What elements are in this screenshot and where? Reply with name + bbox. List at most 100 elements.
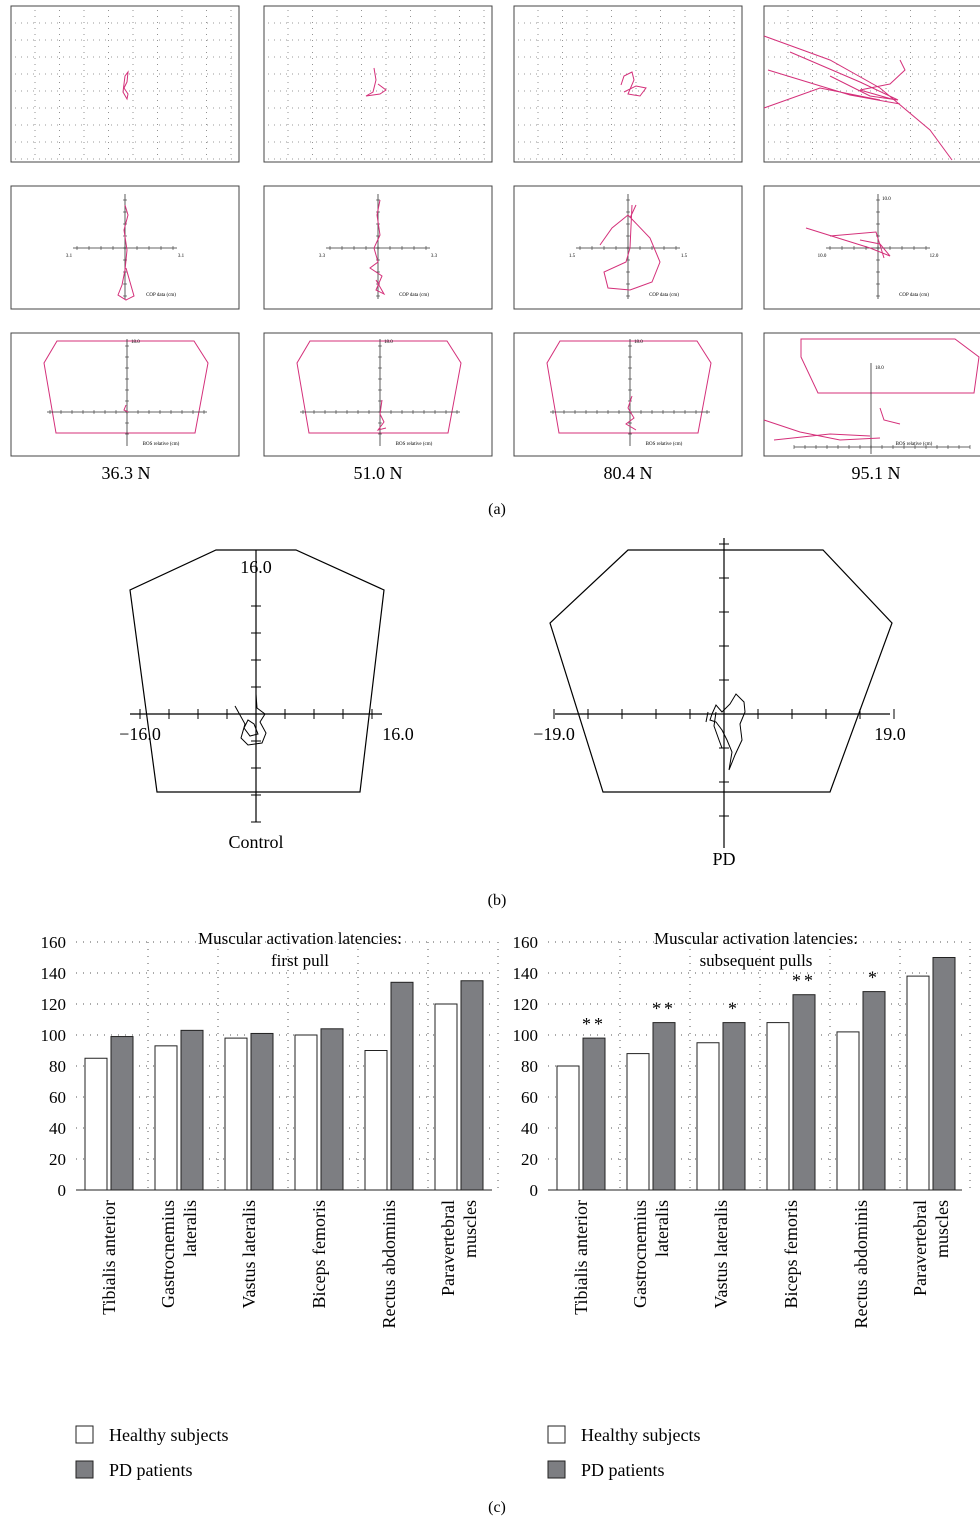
bar-healthy [556, 1065, 580, 1191]
bar-pd [390, 981, 414, 1191]
category-label: Tibialis anterior [99, 1200, 119, 1315]
bar-pd [180, 1029, 204, 1191]
control-name: Control [228, 832, 283, 852]
significance-marker: * [728, 999, 740, 1019]
y-tick-label: 160 [41, 933, 67, 952]
bar-pd [652, 1022, 676, 1191]
base-of-support-polygon [296, 340, 462, 434]
category-label: Vastus lateralis [711, 1200, 731, 1308]
cop-trace [599, 204, 661, 291]
force-label: 95.1 N [852, 463, 901, 483]
legend-swatch-healthy [547, 1425, 566, 1444]
axis-label: COP data (cm) [649, 293, 679, 298]
axis-label: BOS relative (cm) [896, 442, 933, 447]
category-label: Gastrocnemius [158, 1200, 178, 1308]
legend-label: PD patients [109, 1460, 193, 1480]
thumbnail-frame [763, 185, 980, 310]
base-of-support-polygon [129, 549, 385, 793]
bar-healthy [364, 1050, 388, 1191]
cop-trace [122, 70, 129, 101]
base-of-support-polygon [546, 340, 712, 434]
bar-chart-subsequent-pulls: Muscular activation latencies: subsequent… [513, 929, 971, 1480]
base-of-support-polygon [800, 338, 980, 394]
tick-label: 18.0 [131, 340, 140, 345]
y-tick-label: 40 [49, 1119, 66, 1138]
tick-label: 1.5 [681, 254, 688, 259]
category-label: Gastrocnemius [630, 1200, 650, 1308]
cop-trace [763, 35, 953, 161]
bar-healthy [836, 1031, 860, 1191]
y-tick-label: 60 [521, 1088, 538, 1107]
axis-label: COP data (cm) [146, 293, 176, 298]
bar-healthy [154, 1045, 178, 1191]
significance-marker: * [868, 968, 880, 988]
category-label: Biceps femoris [309, 1200, 329, 1308]
force-label: 36.3 N [102, 463, 151, 483]
bos-trace [123, 404, 129, 413]
bar-healthy [626, 1053, 650, 1191]
legend-label: Healthy subjects [581, 1425, 700, 1445]
panel-a-label: (a) [488, 501, 506, 518]
category-label: lateralis [180, 1200, 200, 1257]
axis-ticks [139, 605, 373, 823]
bar-chart-first-pull: Muscular activation latencies: first pull… [41, 929, 499, 1480]
panel-b-label: (b) [488, 892, 507, 909]
control-left-label: −16.0 [119, 724, 161, 744]
tick-label: 3.1 [66, 254, 73, 259]
cop-trace [234, 693, 267, 746]
y-tick-label: 140 [41, 964, 67, 983]
y-tick-label: 100 [513, 1026, 539, 1045]
y-tick-label: 0 [530, 1181, 539, 1200]
chart-title: subsequent pulls [700, 951, 813, 970]
tick-label: 18.0 [634, 340, 643, 345]
thumbnail-frame [263, 185, 493, 310]
axis-label: COP data (cm) [399, 293, 429, 298]
legend-label: Healthy subjects [109, 1425, 228, 1445]
legend-swatch-pd [75, 1460, 94, 1479]
category-label: Tibialis anterior [571, 1200, 591, 1315]
y-tick-label: 120 [41, 995, 67, 1014]
pd-right-label: 19.0 [874, 724, 906, 744]
bar-pd [460, 980, 484, 1191]
axis-label: BOS relative (cm) [143, 442, 180, 447]
chart-title: Muscular activation latencies: [198, 929, 402, 948]
legend-label: PD patients [581, 1460, 665, 1480]
category-label: Rectus abdominis [379, 1200, 399, 1329]
legend-swatch-healthy [75, 1425, 94, 1444]
y-tick-label: 20 [521, 1150, 538, 1169]
y-tick-label: 80 [521, 1057, 538, 1076]
bos-trace [763, 407, 901, 441]
tick-label: 18.0 [384, 340, 393, 345]
bar-pd [582, 1037, 606, 1191]
bos-trace [625, 395, 637, 431]
y-tick-label: 40 [521, 1119, 538, 1138]
force-label: 51.0 N [354, 463, 403, 483]
category-label: muscles [932, 1200, 952, 1258]
axis-ticks [553, 543, 895, 817]
bar-pd [320, 1028, 344, 1191]
category-label: Rectus abdominis [851, 1200, 871, 1329]
category-label: Vastus lateralis [239, 1200, 259, 1308]
chart-title: first pull [271, 951, 329, 970]
y-tick-label: 80 [49, 1057, 66, 1076]
thumbnail-frame [263, 332, 493, 457]
bar-pd [250, 1032, 274, 1191]
category-label: Biceps femoris [781, 1200, 801, 1308]
axis-label: COP data (cm) [899, 293, 929, 298]
cop-trace [369, 199, 386, 296]
tick-label: 18.0 [875, 366, 884, 371]
tick-label: 3.1 [178, 254, 185, 259]
control-top-label: 16.0 [240, 557, 272, 577]
tick-label: 3.3 [431, 254, 438, 259]
force-label: 80.4 N [604, 463, 653, 483]
bar-healthy [294, 1034, 318, 1191]
cop-trace [805, 227, 891, 259]
stability-plot-pd: −19.0 19.0 PD [533, 538, 906, 869]
bar-pd [932, 957, 956, 1191]
base-of-support-polygon [43, 340, 209, 434]
base-of-support-polygon [549, 549, 893, 793]
thumbnail-frame [10, 5, 240, 163]
category-label: Paravertebral [438, 1200, 458, 1296]
bar-healthy [434, 1003, 458, 1191]
